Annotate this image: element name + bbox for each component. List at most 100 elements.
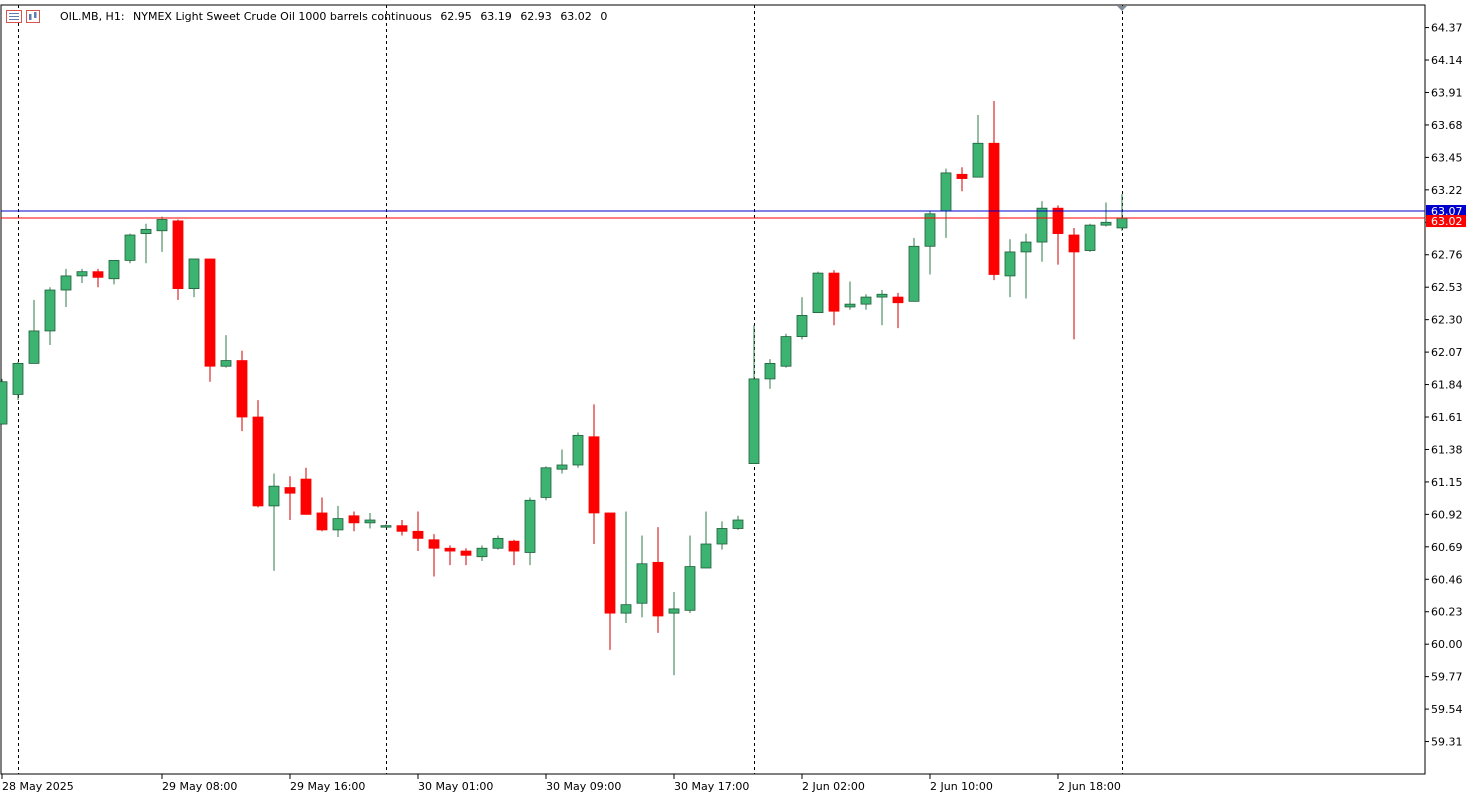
candle[interactable]	[380, 524, 392, 528]
candle[interactable]	[748, 325, 760, 464]
candle[interactable]	[908, 237, 920, 302]
candle-body-bull	[492, 537, 504, 549]
candle[interactable]	[604, 512, 616, 650]
candle[interactable]	[1004, 239, 1016, 298]
candle[interactable]	[556, 449, 568, 474]
candle[interactable]	[348, 511, 360, 532]
candle[interactable]	[396, 520, 408, 536]
candle[interactable]	[12, 361, 24, 401]
candle-body-bull	[700, 543, 712, 569]
candle[interactable]	[44, 287, 56, 346]
candle[interactable]	[156, 216, 168, 252]
candle[interactable]	[92, 268, 104, 288]
candle[interactable]	[60, 268, 72, 307]
candle-body-bull	[140, 228, 152, 234]
candle[interactable]	[76, 268, 88, 283]
candle[interactable]	[316, 497, 328, 532]
candle[interactable]	[636, 535, 648, 618]
candle[interactable]	[652, 527, 664, 633]
price-tick-label: 62.07	[1431, 346, 1463, 359]
price-tick-label: 60.23	[1431, 606, 1463, 619]
time-tick-label: 29 May 16:00	[290, 780, 365, 793]
candle[interactable]	[1020, 233, 1032, 299]
candle-body-bear	[252, 416, 264, 507]
price-tick-label: 60.69	[1431, 541, 1463, 554]
candle[interactable]	[716, 521, 728, 550]
candle[interactable]	[860, 294, 872, 310]
candle[interactable]	[764, 359, 776, 389]
candle[interactable]	[572, 432, 584, 468]
candle[interactable]	[812, 271, 824, 313]
candle-body-bull	[60, 275, 72, 291]
candle[interactable]	[268, 473, 280, 571]
candle[interactable]	[524, 497, 536, 566]
candle[interactable]	[700, 511, 712, 569]
candle[interactable]	[412, 511, 424, 552]
candle[interactable]	[252, 400, 264, 508]
candle[interactable]	[476, 545, 488, 561]
candle[interactable]	[684, 535, 696, 614]
candle[interactable]	[924, 211, 936, 275]
candle[interactable]	[972, 115, 984, 178]
shift-marker-icon[interactable]	[1117, 6, 1127, 11]
candle[interactable]	[620, 511, 632, 624]
candle[interactable]	[108, 259, 120, 285]
ask-price-tag-bg	[1426, 205, 1466, 218]
candle[interactable]	[876, 290, 888, 326]
candle-body-bull	[812, 272, 824, 313]
candle[interactable]	[444, 545, 456, 566]
candle[interactable]	[364, 512, 376, 529]
candle-body-bear	[604, 512, 616, 614]
candle-body-bull	[1100, 221, 1112, 226]
candle[interactable]	[492, 535, 504, 550]
candle[interactable]	[28, 299, 40, 364]
candle[interactable]	[732, 515, 744, 530]
candle[interactable]	[844, 281, 856, 310]
candle[interactable]	[284, 476, 296, 521]
candle[interactable]	[828, 270, 840, 326]
candle[interactable]	[0, 378, 8, 425]
candle[interactable]	[236, 350, 248, 432]
candle[interactable]	[1068, 227, 1080, 340]
ask-price-tag: 63.07	[1431, 205, 1463, 218]
candle-body-bear	[316, 512, 328, 531]
candle[interactable]	[988, 100, 1000, 281]
candle[interactable]	[220, 335, 232, 368]
candle[interactable]	[796, 297, 808, 340]
time-tick-label: 28 May 2025	[2, 780, 74, 793]
candle[interactable]	[508, 539, 520, 566]
candle[interactable]	[668, 591, 680, 676]
candle[interactable]	[780, 333, 792, 368]
price-tick-label: 62.30	[1431, 314, 1463, 327]
price-tick-label: 63.68	[1431, 119, 1463, 132]
candle[interactable]	[956, 167, 968, 192]
candle[interactable]	[1084, 223, 1096, 252]
candle[interactable]	[332, 505, 344, 537]
symbol-list-icon[interactable]	[6, 10, 22, 23]
time-axis[interactable]: 28 May 2025 29 May 08:00 29 May 16:00 30 Ma…	[1, 774, 1121, 793]
candle-body-bear	[588, 436, 600, 514]
candle[interactable]	[540, 466, 552, 501]
candle[interactable]	[204, 258, 216, 382]
candle[interactable]	[300, 467, 312, 515]
chart-type-icon[interactable]	[26, 10, 40, 23]
candle[interactable]	[172, 219, 184, 300]
candle[interactable]	[588, 404, 600, 545]
candle[interactable]	[892, 292, 904, 329]
candle-body-bull	[668, 608, 680, 614]
price-axis[interactable]: 64.3764.1463.9163.6863.4563.2262.9962.76…	[1425, 22, 1463, 749]
candle[interactable]	[428, 534, 440, 577]
candle[interactable]	[1052, 205, 1064, 265]
candle-body-bull	[124, 234, 136, 261]
header-volume: 0	[600, 10, 608, 23]
candle-body-bull	[684, 566, 696, 611]
candle[interactable]	[140, 223, 152, 264]
time-tick-label: 29 May 08:00	[162, 780, 237, 793]
price-tick-label: 59.31	[1431, 736, 1463, 749]
candle[interactable]	[188, 258, 200, 298]
candle[interactable]	[1100, 202, 1112, 227]
candle-body-bear	[1068, 234, 1080, 253]
candle[interactable]	[124, 233, 136, 264]
candle[interactable]	[460, 548, 472, 566]
